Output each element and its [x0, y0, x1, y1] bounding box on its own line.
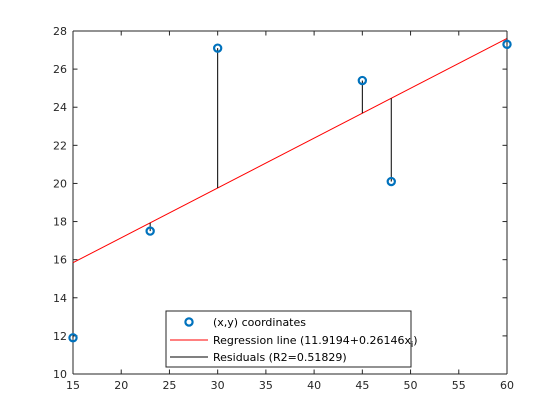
legend-label-residuals: Residuals (R2=0.51829) — [213, 351, 347, 364]
y-tick-label: 10 — [53, 368, 67, 381]
y-tick-label: 14 — [53, 292, 67, 305]
legend: (x,y) coordinates Regression line (11.91… — [165, 310, 418, 368]
x-tick-label: 35 — [259, 379, 273, 392]
y-tick-label: 12 — [53, 330, 67, 343]
legend-entry-regression: Regression line (11.9194+0.26146xi) — [170, 334, 418, 349]
y-tick-label: 24 — [53, 101, 67, 114]
x-tick-label: 40 — [307, 379, 321, 392]
legend-label-regression-main: Regression line (11.9194+0.26146x — [213, 334, 411, 347]
x-tick-label: 60 — [500, 379, 514, 392]
y-tick-label: 22 — [53, 139, 67, 152]
data-point — [357, 75, 368, 86]
y-tick-label: 18 — [53, 216, 67, 229]
data-point — [145, 226, 155, 236]
legend-label-regression-end: ) — [413, 334, 417, 347]
legend-label-regression: Regression line (11.9194+0.26146xi) — [213, 334, 418, 349]
legend-label-points: (x,y) coordinates — [213, 316, 306, 329]
x-tick-label: 15 — [66, 379, 80, 392]
x-tick-label: 30 — [211, 379, 225, 392]
legend-entry-points: (x,y) coordinates — [184, 316, 306, 329]
data-point — [212, 43, 223, 53]
y-tick-label: 16 — [53, 254, 67, 267]
legend-box — [165, 310, 412, 368]
x-tick-label: 45 — [355, 379, 369, 392]
x-tick-label: 55 — [452, 379, 466, 392]
plot-area — [68, 38, 512, 343]
x-tick-label: 25 — [162, 379, 176, 392]
y-tick-label: 28 — [53, 25, 67, 38]
data-point — [502, 39, 512, 50]
legend-label-regression-sub: i — [411, 340, 413, 349]
data-point — [386, 176, 396, 187]
legend-marker-circle — [184, 317, 194, 327]
y-tick-label: 20 — [53, 177, 67, 190]
y-tick-label: 26 — [53, 63, 67, 76]
legend-entry-residuals: Residuals (R2=0.51829) — [170, 351, 347, 364]
x-tick-label: 50 — [404, 379, 418, 392]
x-tick-label: 20 — [114, 379, 128, 392]
regression-line — [72, 38, 508, 264]
data-point — [68, 333, 78, 343]
